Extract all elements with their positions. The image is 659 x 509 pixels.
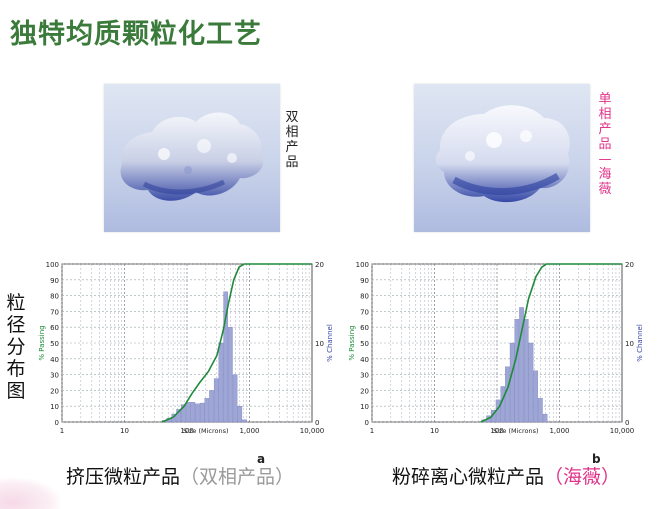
- channel-bar: [533, 370, 538, 423]
- y-tick-left: 0: [55, 419, 59, 427]
- y-tick-left: 10: [360, 403, 369, 411]
- channel-bar: [514, 319, 520, 423]
- x-tick: 1: [370, 427, 374, 435]
- y-axis-label-right: % Channel: [636, 324, 644, 362]
- channel-bar: [185, 402, 191, 423]
- channel-bar: [204, 398, 210, 423]
- y-tick-left: 50: [360, 340, 369, 348]
- channel-bar: [500, 386, 506, 423]
- y-tick-right: 0: [315, 419, 319, 427]
- y-tick-left: 70: [360, 308, 369, 316]
- x-tick: 1,000: [549, 427, 569, 435]
- x-tick: 10: [430, 427, 439, 435]
- y-tick-left: 60: [50, 324, 59, 332]
- y-tick-left: 50: [50, 340, 59, 348]
- channel-bar: [228, 327, 233, 423]
- chart-letter-b: b: [592, 452, 601, 466]
- y-tick-right: 20: [315, 261, 324, 269]
- particle-photo-single-phase: [414, 84, 590, 232]
- y-tick-left: 80: [50, 293, 59, 301]
- y-tick-left: 70: [50, 308, 59, 316]
- channel-bar: [528, 342, 534, 423]
- caption-left-paren: （双相产品）: [180, 466, 295, 488]
- channel-bar: [242, 419, 247, 423]
- y-tick-left: 90: [360, 277, 369, 285]
- channel-bar: [519, 307, 524, 423]
- channel-bar: [542, 413, 548, 423]
- caption-left: 挤压微粒产品（双相产品）: [66, 462, 294, 489]
- channel-bar: [199, 402, 205, 423]
- decorative-corner-blob: [0, 478, 60, 509]
- channel-bar: [523, 319, 529, 423]
- y-tick-left: 20: [50, 387, 59, 395]
- particle-size-distribution-label: 粒 径 分 布 图: [6, 292, 26, 402]
- channel-bar: [209, 390, 214, 423]
- x-tick: 1: [60, 427, 64, 435]
- x-tick: 100: [180, 427, 193, 435]
- y-axis-label-right: % Channel: [326, 324, 334, 362]
- passing-curve: [480, 263, 622, 423]
- y-tick-right: 20: [625, 261, 634, 269]
- caption-right-paren-open: （: [544, 466, 564, 488]
- channel-bar: [213, 378, 219, 423]
- x-tick: 1,000: [239, 427, 259, 435]
- channel-bar: [232, 374, 238, 423]
- y-tick-left: 20: [360, 387, 369, 395]
- y-tick-right: 0: [625, 419, 629, 427]
- channel-bar: [218, 342, 224, 423]
- x-axis-label: Size (Microns): [493, 427, 538, 435]
- passing-curve: [161, 263, 312, 423]
- x-tick: 100: [490, 427, 503, 435]
- page-title: 独特均质颗粒化工艺: [10, 19, 262, 50]
- x-tick: 10: [120, 427, 129, 435]
- y-tick-left: 30: [50, 372, 59, 380]
- dual-phase-photo-label: 双 相 产 品: [285, 110, 299, 170]
- y-axis-label-left: % Passing: [38, 325, 46, 360]
- x-tick: 10,000: [610, 427, 635, 435]
- y-tick-left: 10: [50, 403, 59, 411]
- caption-right-highlight: 海薇: [563, 466, 602, 488]
- channel-bar: [190, 402, 196, 423]
- y-tick-left: 0: [365, 419, 369, 427]
- y-tick-left: 30: [360, 372, 369, 380]
- y-tick-left: 100: [46, 261, 59, 269]
- y-tick-right: 10: [315, 340, 324, 348]
- channel-bar: [505, 366, 510, 423]
- channel-bar: [195, 403, 200, 423]
- x-tick: 10,000: [300, 427, 325, 435]
- caption-right-main: 粉碎离心微粒产品: [392, 466, 545, 488]
- chart-letter-a: a: [257, 452, 266, 466]
- y-tick-left: 40: [50, 356, 59, 364]
- y-tick-left: 60: [360, 324, 369, 332]
- y-tick-left: 80: [360, 293, 369, 301]
- channel-bar: [176, 409, 181, 423]
- x-axis-label: Size (Microns): [183, 427, 228, 435]
- single-phase-photo-label: 单 相 产 品 — 海 薇: [598, 92, 612, 197]
- y-axis-label-left: % Passing: [348, 325, 356, 360]
- channel-bar: [509, 342, 515, 423]
- caption-right: 粉碎离心微粒产品（海薇）: [392, 462, 620, 489]
- caption-left-main: 挤压微粒产品: [66, 466, 181, 488]
- y-tick-left: 90: [50, 277, 59, 285]
- y-tick-left: 40: [360, 356, 369, 364]
- y-tick-right: 10: [625, 340, 634, 348]
- channel-bar: [180, 404, 186, 423]
- channel-bar: [538, 398, 543, 423]
- channel-bar: [237, 406, 243, 423]
- y-tick-left: 100: [356, 261, 369, 269]
- caption-right-paren-close: ）: [601, 466, 621, 488]
- particle-photo-dual-phase: [104, 84, 280, 232]
- channel-bar: [223, 291, 228, 423]
